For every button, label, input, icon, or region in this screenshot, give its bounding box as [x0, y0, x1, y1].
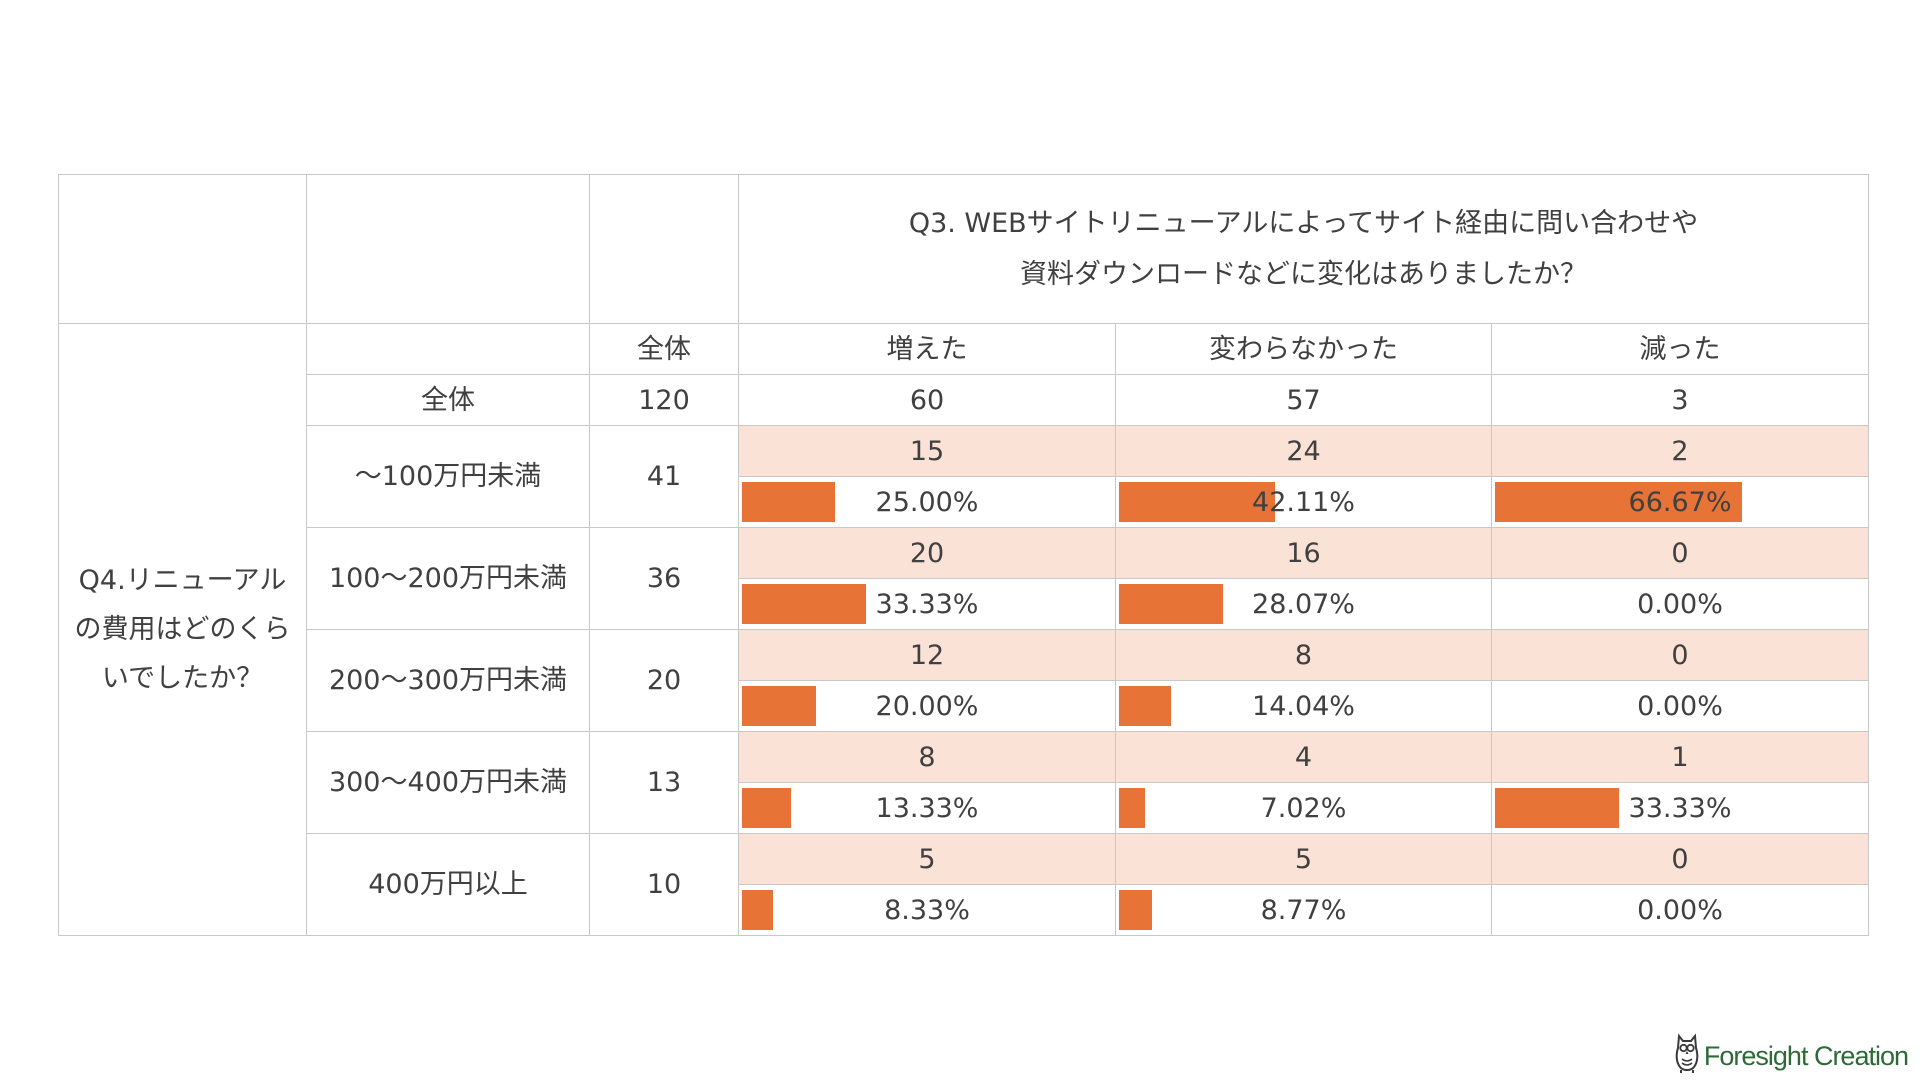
percent-cell-increased: 33.33%: [738, 578, 1116, 630]
percent-label: 20.00%: [875, 690, 979, 722]
row-total-n: 41: [589, 425, 739, 528]
percent-label: 25.00%: [875, 486, 979, 518]
percent-cell-unchanged: 8.77%: [1115, 884, 1492, 936]
column-header-decreased: 減った: [1490, 323, 1870, 375]
foresight-creation-logo: Foresight Creation: [1674, 1032, 1909, 1074]
row-total-n: 13: [589, 731, 739, 834]
total-count-increased: 60: [738, 374, 1116, 426]
count-cell-unchanged: 5: [1115, 833, 1492, 885]
corner-cell: [58, 174, 307, 324]
crosstab-table: Q3. WEBサイトリニューアルによってサイト経由に問い合わせや 資料ダウンロー…: [58, 174, 1870, 936]
total-row-n: 120: [589, 374, 739, 426]
percent-label: 0.00%: [1637, 690, 1723, 722]
row-label: ～100万円未満: [306, 425, 590, 528]
row-label: 100～200万円未満: [306, 527, 590, 630]
percent-label: 0.00%: [1637, 588, 1723, 620]
count-cell-increased: 15: [738, 425, 1116, 477]
count-cell-decreased: 0: [1490, 527, 1870, 579]
count-cell-decreased: 1: [1490, 731, 1870, 783]
q3-title: Q3. WEBサイトリニューアルによってサイト経由に問い合わせや 資料ダウンロー…: [737, 174, 1870, 324]
percent-cell-decreased: 33.33%: [1490, 782, 1870, 834]
count-cell-increased: 8: [738, 731, 1116, 783]
row-label: 400万円以上: [306, 833, 590, 936]
percent-bar: [742, 686, 817, 726]
percent-label: 33.33%: [875, 588, 979, 620]
percent-bar: [1119, 584, 1224, 624]
count-cell-increased: 12: [738, 629, 1116, 681]
percent-label: 33.33%: [1628, 792, 1732, 824]
percent-bar: [1495, 788, 1619, 828]
percent-label: 28.07%: [1252, 588, 1355, 620]
percent-bar: [1495, 482, 1743, 522]
logo-text: Foresight Creation: [1703, 1041, 1909, 1071]
empty-header-cell: [306, 323, 590, 375]
count-cell-decreased: 0: [1490, 629, 1870, 681]
percent-bar: [742, 890, 773, 930]
row-total-n: 20: [589, 629, 739, 732]
percent-cell-increased: 20.00%: [738, 680, 1116, 732]
owl-icon: [1675, 1033, 1699, 1073]
count-cell-decreased: 2: [1490, 425, 1870, 477]
total-count-decreased: 3: [1490, 374, 1870, 426]
q4-question-label: Q4.リニューアルの費用はどのくらいでしたか？: [58, 323, 307, 936]
corner-cell: [306, 174, 590, 324]
percent-bar: [1119, 890, 1152, 930]
q3-title-line-2: 資料ダウンロードなどに変化はありましたか？: [1020, 259, 1587, 290]
count-cell-decreased: 0: [1490, 833, 1870, 885]
percent-bar: [1119, 482, 1276, 522]
count-cell-increased: 20: [738, 527, 1116, 579]
percent-cell-unchanged: 14.04%: [1115, 680, 1492, 732]
percent-cell-decreased: 66.67%: [1490, 476, 1870, 528]
percent-label: 0.00%: [1637, 894, 1723, 926]
percent-cell-unchanged: 28.07%: [1115, 578, 1492, 630]
percent-bar: [1119, 686, 1172, 726]
corner-cell: [589, 174, 739, 324]
count-cell-unchanged: 8: [1115, 629, 1492, 681]
row-label: 200～300万円未満: [306, 629, 590, 732]
count-cell-increased: 5: [738, 833, 1116, 885]
count-cell-unchanged: 24: [1115, 425, 1492, 477]
percent-label: 7.02%: [1260, 792, 1347, 824]
total-column-header: 全体: [589, 323, 739, 375]
row-label: 300～400万円未満: [306, 731, 590, 834]
percent-bar: [1119, 788, 1146, 828]
percent-bar: [742, 584, 866, 624]
percent-label: 13.33%: [875, 792, 979, 824]
row-total-n: 36: [589, 527, 739, 630]
percent-cell-increased: 25.00%: [738, 476, 1116, 528]
percent-label: 42.11%: [1252, 486, 1355, 518]
percent-bar: [742, 482, 835, 522]
percent-cell-increased: 13.33%: [738, 782, 1116, 834]
percent-bar: [742, 788, 792, 828]
column-header-increased: 増えた: [738, 323, 1116, 375]
percent-cell-unchanged: 7.02%: [1115, 782, 1492, 834]
count-cell-unchanged: 4: [1115, 731, 1492, 783]
percent-label: 8.77%: [1260, 894, 1347, 926]
row-total-n: 10: [589, 833, 739, 936]
total-row-label: 全体: [306, 374, 590, 426]
percent-cell-increased: 8.33%: [738, 884, 1116, 936]
column-header-unchanged: 変わらなかった: [1115, 323, 1492, 375]
percent-label: 14.04%: [1252, 690, 1355, 722]
count-cell-unchanged: 16: [1115, 527, 1492, 579]
percent-cell-decreased: 0.00%: [1490, 884, 1870, 936]
percent-cell-decreased: 0.00%: [1490, 578, 1870, 630]
q3-title-line-1: Q3. WEBサイトリニューアルによってサイト経由に問い合わせや: [908, 208, 1699, 239]
total-count-unchanged: 57: [1115, 374, 1492, 426]
percent-label: 66.67%: [1628, 486, 1732, 518]
percent-cell-unchanged: 42.11%: [1115, 476, 1492, 528]
percent-cell-decreased: 0.00%: [1490, 680, 1870, 732]
percent-label: 8.33%: [884, 894, 970, 926]
